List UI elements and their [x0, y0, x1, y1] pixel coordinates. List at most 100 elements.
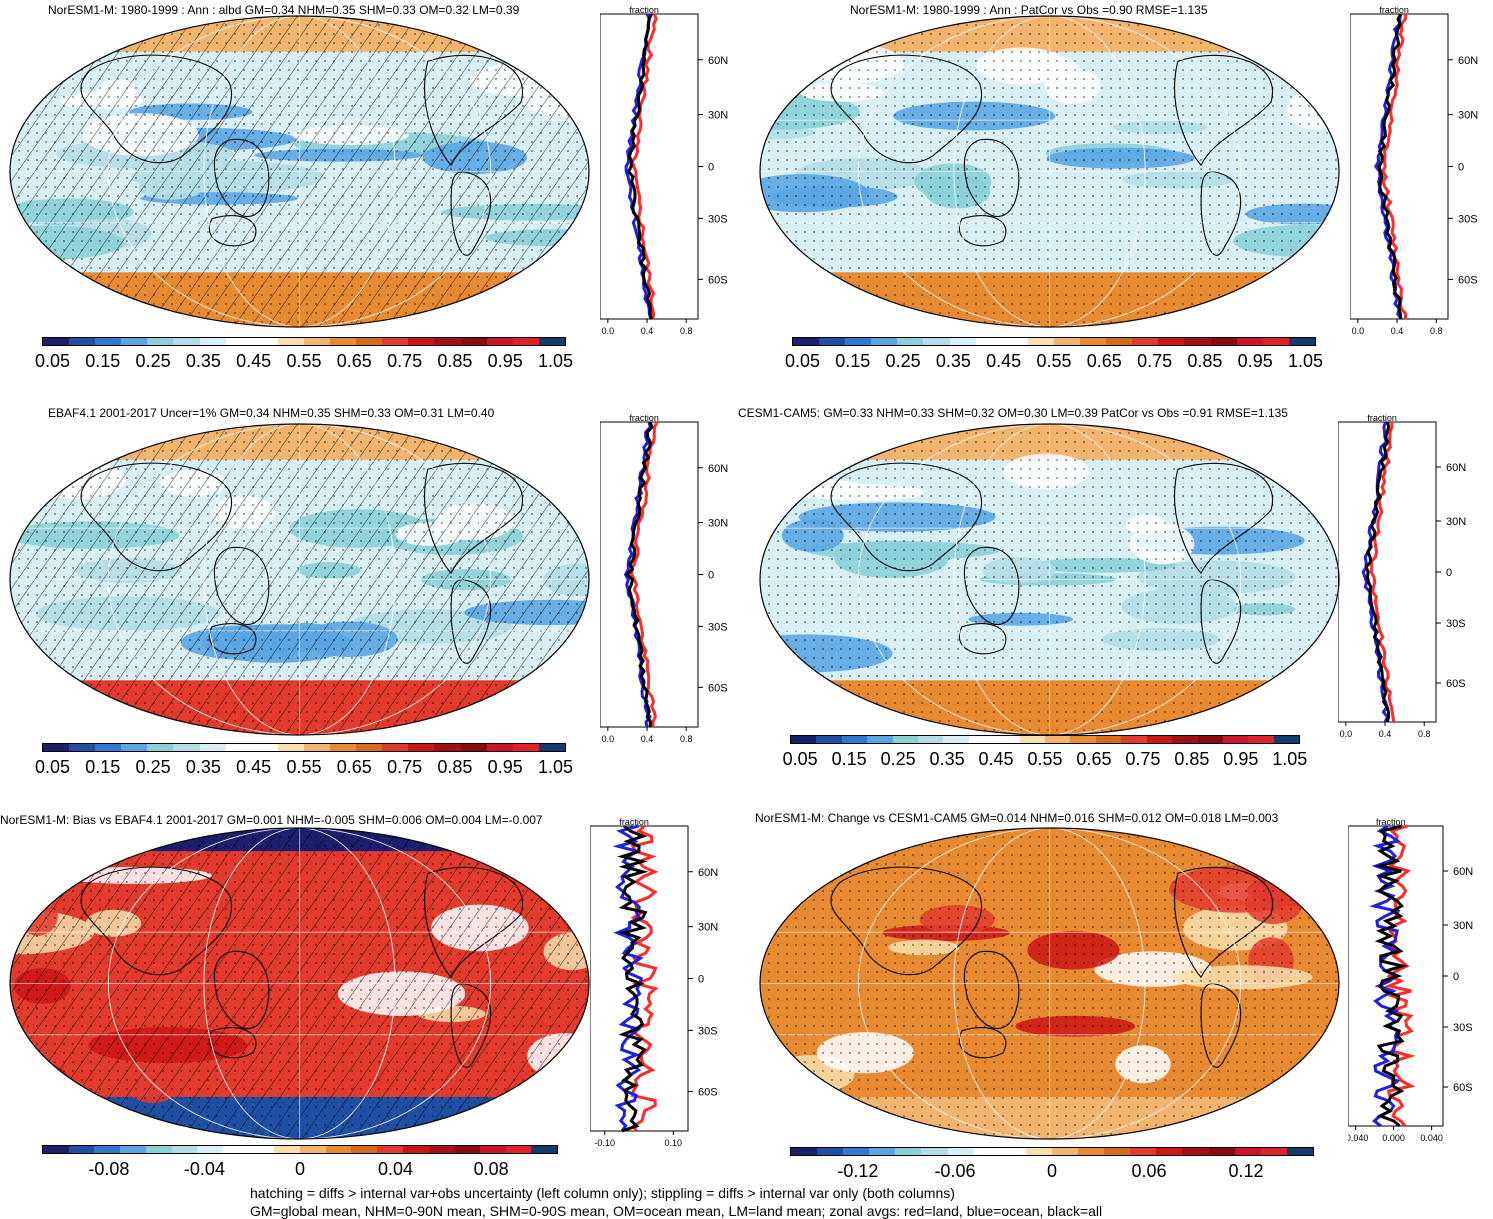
colorbar-swatch: [382, 744, 408, 751]
colorbar-swatch: [791, 1148, 817, 1155]
colorbar-swatch: [408, 744, 434, 751]
colorbar-swatch: [513, 744, 539, 751]
colorbar-swatch: [223, 1146, 249, 1153]
zonal-lat-label: 0: [1453, 971, 1459, 983]
zonal-lat-label: 30N: [1446, 516, 1466, 528]
zonal-lat-label: 60N: [698, 867, 718, 879]
colorbar-label: 0.85: [1187, 351, 1222, 372]
colorbar-swatch: [403, 1146, 429, 1153]
zonal-x-label: 0.0: [1340, 729, 1353, 739]
colorbar-swatch: [1130, 1148, 1156, 1155]
panel-title: NorESM1-M: Change vs CESM1-CAM5 GM=0.014…: [755, 811, 1278, 825]
colorbar-swatch: [1184, 338, 1210, 345]
zonal-header: fraction: [1379, 6, 1409, 15]
colorbar-swatch: [871, 338, 897, 345]
colorbar-swatch: [845, 338, 871, 345]
colorbar-label: 0: [1047, 1161, 1057, 1182]
colorbar-label: 0.08: [474, 1159, 509, 1180]
zonal-lat-label: 60S: [708, 682, 728, 694]
colorbar-label: 1.05: [1272, 749, 1307, 770]
colorbar-label: 0.25: [136, 757, 171, 778]
colorbar-label: 0.15: [832, 749, 867, 770]
zonal-lat-label: 30N: [1458, 110, 1478, 122]
colorbar-swatch: [539, 338, 565, 345]
colorbar-swatch: [1096, 736, 1121, 743]
colorbar-label: 0.35: [186, 757, 221, 778]
colorbar-label: 0.75: [387, 757, 422, 778]
colorbar-label: 0: [295, 1159, 305, 1180]
colorbar-label: 0.35: [930, 749, 965, 770]
colorbar-swatch: [1209, 1148, 1235, 1155]
colorbar-swatch: [994, 736, 1019, 743]
zonal-x-label: 0.8: [680, 734, 693, 744]
zonal-lat-label: 30N: [1453, 920, 1473, 932]
zonal-lat-label: 30S: [708, 213, 728, 225]
colorbar-swatch: [1020, 736, 1045, 743]
colorbar-swatch: [278, 338, 304, 345]
colorbar-swatch: [326, 1146, 352, 1153]
colorbar-swatch: [1235, 1148, 1261, 1155]
zonal-x-label: 0.4: [1379, 729, 1392, 739]
zonal-lat-label: 30S: [1453, 1022, 1473, 1034]
colorbar-label: 0.55: [1036, 351, 1071, 372]
zonal-lat-label: 60S: [1453, 1082, 1473, 1094]
colorbar-label: 0.45: [236, 757, 271, 778]
zonal-lat-label: 0: [1446, 567, 1452, 579]
colorbar-label: 0.95: [1223, 749, 1258, 770]
colorbar-swatch: [1002, 338, 1028, 345]
colorbar-swatch: [454, 1146, 480, 1153]
colorbar-swatch: [461, 338, 487, 345]
colorbar-swatch: [893, 736, 918, 743]
colorbar-swatch: [120, 1146, 146, 1153]
zonal-x-label: -0.10: [594, 1138, 615, 1148]
colorbar-swatch: [1248, 736, 1273, 743]
zonal-lat-label: 0: [698, 974, 704, 986]
robinson-map: [758, 422, 1341, 737]
zonal-x-label: 0.4: [1391, 326, 1404, 336]
colorbar-label: 0.45: [979, 749, 1014, 770]
zonal-lat-label: 30S: [1458, 213, 1478, 225]
colorbar-swatch: [356, 744, 382, 751]
colorbar-swatch: [817, 1148, 843, 1155]
zonal-lat-label: 60S: [708, 274, 728, 286]
colorbar-label: 0.85: [437, 757, 472, 778]
colorbar-swatch: [200, 338, 226, 345]
colorbar-label: -0.04: [184, 1159, 225, 1180]
colorbar-label: 0.65: [1076, 749, 1111, 770]
zonal-x-label: -0.040: [1348, 1133, 1368, 1143]
colorbar-label: 0.04: [378, 1159, 413, 1180]
colorbar-label: 0.75: [387, 351, 422, 372]
colorbar-swatch: [147, 338, 173, 345]
colorbar-swatch: [1028, 338, 1054, 345]
robinson-map: [758, 826, 1341, 1141]
colorbar-swatch: [43, 338, 69, 345]
colorbar-swatch: [278, 744, 304, 751]
colorbar-swatch: [304, 744, 330, 751]
colorbar-label: 0.85: [1174, 749, 1209, 770]
colorbar-swatch: [69, 744, 95, 751]
colorbar-swatch: [1104, 1148, 1130, 1155]
zonal-x-label: 0.0: [602, 734, 615, 744]
colorbar-swatch: [1289, 338, 1315, 345]
zonal-lat-label: 60N: [1446, 462, 1466, 474]
colorbar-swatch: [819, 338, 845, 345]
colorbar-swatch: [948, 1148, 974, 1155]
zonal-x-label: 0.4: [641, 326, 654, 336]
zonal-lat-label: 30N: [708, 110, 728, 122]
colorbar-swatch: [1000, 1148, 1026, 1155]
zonal-lat-label: 60S: [1446, 678, 1466, 690]
colorbar-label: 0.15: [85, 351, 120, 372]
colorbar-swatch: [1211, 338, 1237, 345]
colorbar-label: 0.55: [286, 757, 321, 778]
colorbar-swatch: [1274, 736, 1299, 743]
colorbar-swatch: [1261, 1148, 1287, 1155]
colorbar-label: 0.15: [85, 757, 120, 778]
colorbar-label: 0.06: [1132, 1161, 1167, 1182]
colorbar-swatch: [197, 1146, 223, 1153]
colorbar-swatch: [249, 1146, 275, 1153]
colorbar-swatch: [1054, 338, 1080, 345]
colorbar-swatch: [252, 338, 278, 345]
colorbar-label: 0.05: [785, 351, 820, 372]
